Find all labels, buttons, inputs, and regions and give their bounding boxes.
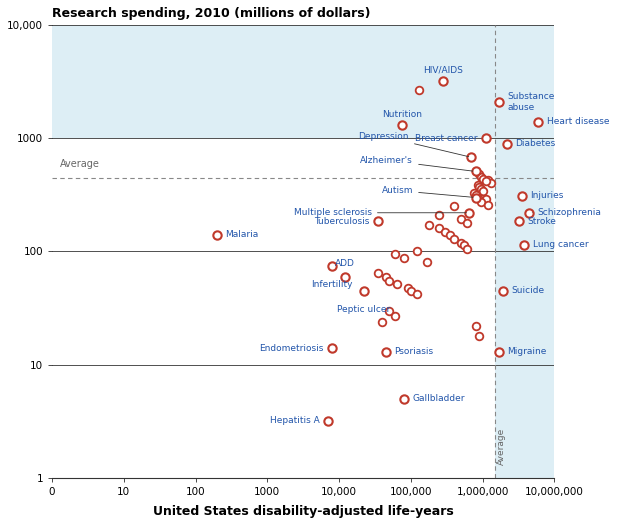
- Text: Stroke: Stroke: [527, 217, 556, 226]
- Text: Peptic ulcer: Peptic ulcer: [337, 304, 391, 313]
- X-axis label: United States disability-adjusted life-years: United States disability-adjusted life-y…: [153, 505, 453, 518]
- Text: Endometriosis: Endometriosis: [259, 343, 324, 353]
- Text: Psoriasis: Psoriasis: [394, 347, 433, 356]
- Text: Alzheimer's: Alzheimer's: [360, 156, 473, 171]
- Text: Schizophrenia: Schizophrenia: [532, 208, 602, 217]
- Text: Breast cancer: Breast cancer: [415, 134, 477, 143]
- Bar: [52, 25, 555, 139]
- Text: Infertility: Infertility: [312, 279, 353, 289]
- Text: Malaria: Malaria: [225, 230, 259, 239]
- Bar: [495, 25, 555, 478]
- Text: Substance
abuse: Substance abuse: [507, 92, 555, 112]
- Text: Cancer: Cancer: [0, 524, 1, 525]
- Text: Nutrition: Nutrition: [382, 110, 422, 119]
- Text: Research spending, 2010 (millions of dollars): Research spending, 2010 (millions of dol…: [52, 7, 370, 20]
- Text: HIV/AIDS: HIV/AIDS: [423, 65, 463, 75]
- Text: Tuberculosis: Tuberculosis: [315, 217, 370, 226]
- Text: Diabetes: Diabetes: [516, 139, 556, 148]
- Text: Average: Average: [59, 159, 99, 169]
- Text: ADD: ADD: [335, 259, 355, 268]
- Text: Multiple sclerosis: Multiple sclerosis: [294, 208, 466, 217]
- Text: Migraine: Migraine: [507, 347, 547, 356]
- Text: Depression: Depression: [358, 132, 469, 156]
- Text: Heart disease: Heart disease: [547, 118, 610, 127]
- Text: Hepatitis A: Hepatitis A: [270, 416, 320, 425]
- Text: Average: Average: [497, 427, 506, 465]
- Text: Injuries: Injuries: [530, 192, 563, 201]
- Text: Lung cancer: Lung cancer: [532, 240, 588, 249]
- Text: Autism: Autism: [382, 186, 473, 197]
- Text: Suicide: Suicide: [511, 286, 544, 295]
- Text: Gallbladder: Gallbladder: [412, 394, 465, 403]
